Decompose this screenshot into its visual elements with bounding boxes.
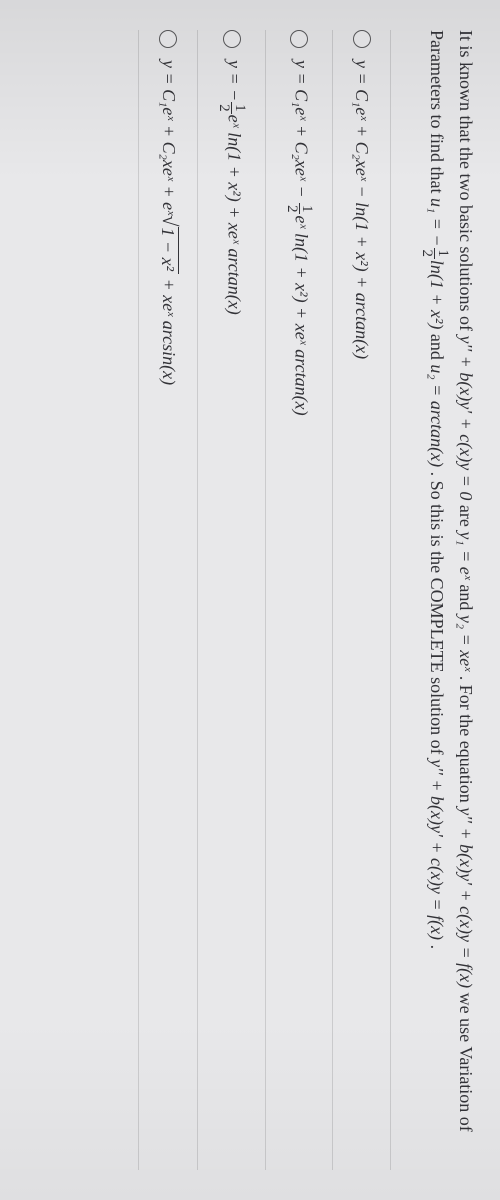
question-text: It is known that the two basic solutions…	[419, 30, 480, 1170]
q-u1-frac: 12	[419, 248, 450, 259]
option-a[interactable]: y = C₁eˣ + C₂xeˣ − ln(1 + x²) + arctan(x…	[333, 30, 391, 1170]
q-eq-homog: y'' + b(x)y' + c(x)y = 0	[456, 335, 476, 500]
option-d-expr: y = C₁eˣ + C₂xeˣ + eˣ√1 − x² + xeˣ arcsi…	[157, 60, 179, 385]
q-text-1: It is known that the two basic solutions…	[456, 30, 476, 335]
q-u2: u₂ = arctan(x)	[427, 364, 447, 467]
option-c-expr: y = −12 eˣ ln(1 + x²) + xeˣ arctan(x)	[216, 60, 247, 315]
radio-icon[interactable]	[223, 30, 241, 48]
option-a-expr: y = C₁eˣ + C₂xeˣ − ln(1 + x²) + arctan(x…	[351, 60, 372, 359]
q-text-2: are	[456, 505, 476, 531]
option-b-frac: 12	[284, 203, 315, 214]
option-c-frac: 12	[216, 102, 247, 113]
option-c[interactable]: y = −12 eˣ ln(1 + x²) + xeˣ arctan(x)	[198, 30, 266, 1170]
q-and1: and	[456, 584, 476, 615]
q-text-5: . So this is the COMPLETE solution of	[427, 472, 447, 760]
q-eq-repeat: y'' + b(x)y' + c(x)y = f(x)	[427, 759, 447, 940]
option-b[interactable]: y = C₁eˣ + C₂xeˣ − 12eˣ ln(1 + x²) + xeˣ…	[266, 30, 334, 1170]
q-u1-lhs: u₁ =	[427, 198, 447, 234]
q-eq-nonhomog: y'' + b(x)y' + c(x)y = f(x)	[456, 807, 476, 988]
q-y2: y₂ = xeˣ	[456, 615, 476, 671]
option-b-expr: y = C₁eˣ + C₂xeˣ − 12eˣ ln(1 + x²) + xeˣ…	[284, 60, 315, 416]
option-d-post: + xeˣ arcsin(x)	[159, 274, 179, 385]
sqrt-icon: √1 − x²	[157, 215, 179, 274]
radio-icon[interactable]	[290, 30, 308, 48]
option-c-post: eˣ ln(1 + x²) + xeˣ arctan(x)	[224, 115, 244, 315]
option-d[interactable]: y = C₁eˣ + C₂xeˣ + eˣ√1 − x² + xeˣ arcsi…	[138, 30, 198, 1170]
q-y1: y₁ = eˣ	[456, 531, 476, 579]
option-b-pre: y = C₁eˣ + C₂xeˣ −	[292, 60, 312, 202]
option-c-pre: y = −	[224, 60, 244, 101]
option-b-post: eˣ ln(1 + x²) + xeˣ arctan(x)	[292, 215, 312, 415]
q-u1-rhs: ln(1 + x²)	[427, 260, 447, 330]
q-and2: and	[427, 334, 447, 365]
q-u1: u₁ = −12ln(1 + x²)	[427, 198, 447, 334]
q-text-3: . For the equation	[456, 676, 476, 807]
radio-icon[interactable]	[353, 30, 371, 48]
option-d-pre: y = C₁eˣ + C₂xeˣ + eˣ	[159, 60, 179, 215]
radio-icon[interactable]	[159, 30, 177, 48]
q-period: .	[427, 945, 447, 950]
